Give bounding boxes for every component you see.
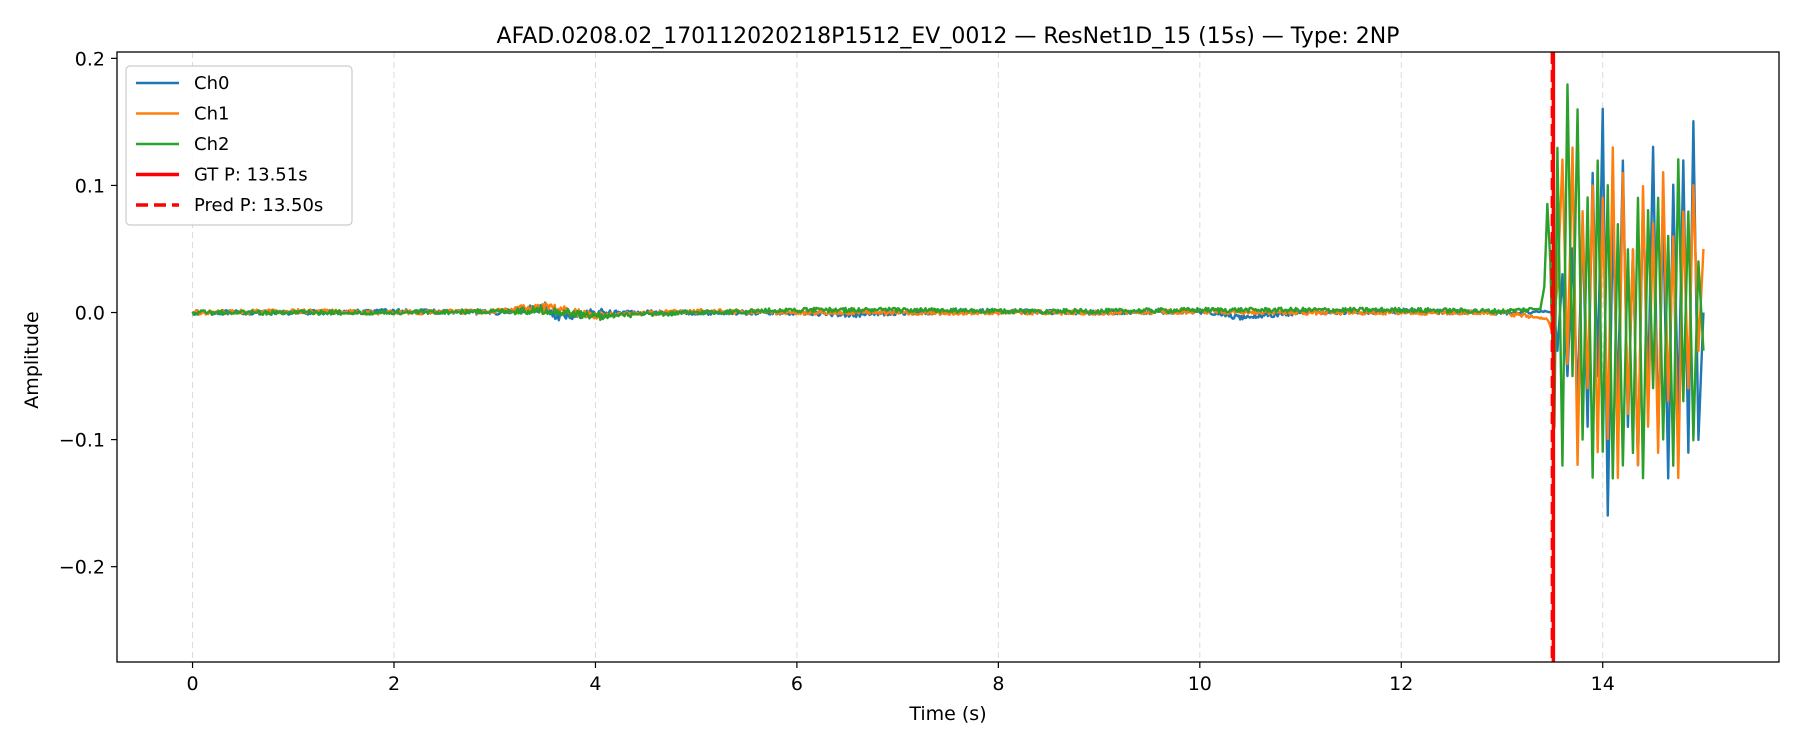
y-tick-label: 0.2 — [75, 48, 105, 70]
x-tick-label: 6 — [791, 673, 803, 695]
x-tick-label: 0 — [186, 673, 198, 695]
x-tick-label: 10 — [1188, 673, 1212, 695]
series-line-ch2 — [191, 83, 1705, 480]
legend-label: Ch1 — [194, 104, 229, 125]
legend-label: Pred P: 13.50s — [194, 195, 323, 216]
y-tick-label: 0.0 — [75, 303, 105, 325]
grid — [192, 52, 1604, 662]
legend-label: Ch0 — [194, 73, 229, 94]
x-tick-label: 14 — [1591, 673, 1615, 695]
y-axis: −0.2 −0.1 0.0 0.1 0.2 — [59, 48, 117, 579]
chart-title: AFAD.0208.02_170112020218P1512_EV_0012 —… — [497, 24, 1400, 49]
x-tick-label: 4 — [589, 673, 601, 695]
legend-label: GT P: 13.51s — [194, 165, 308, 186]
legend-label: Ch2 — [194, 134, 229, 155]
legend-frame — [125, 65, 353, 226]
legend: Ch0 Ch1 Ch2 GT P: 13.51s Pred P: 13.50s — [125, 65, 353, 226]
y-tick-label: 0.1 — [75, 175, 105, 197]
x-tick-label: 8 — [992, 673, 1004, 695]
y-tick-label: −0.1 — [59, 430, 105, 452]
y-tick-label: −0.2 — [59, 557, 105, 579]
x-tick-label: 12 — [1389, 673, 1413, 695]
x-axis-title: Time (s) — [908, 703, 986, 725]
plot-area — [191, 52, 1705, 662]
axes-frame — [116, 51, 1780, 663]
x-tick-label: 2 — [388, 673, 400, 695]
x-axis: 0 2 4 6 8 10 12 14 — [186, 662, 1615, 695]
y-axis-title: Amplitude — [21, 311, 43, 408]
